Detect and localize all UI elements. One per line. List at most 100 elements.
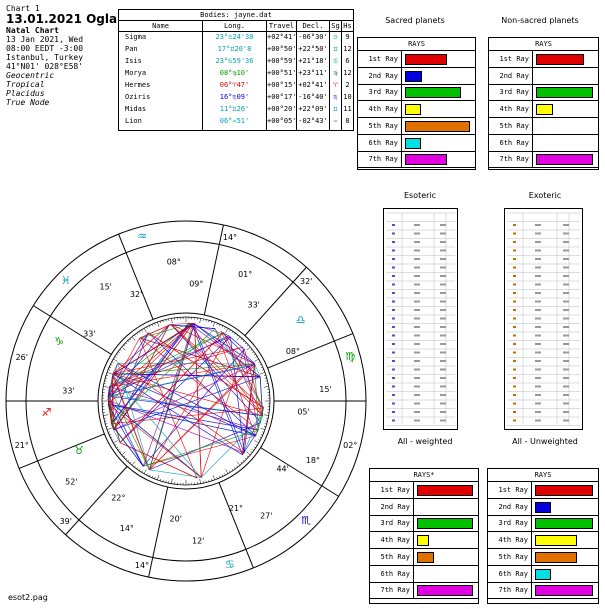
bodies-cell-long: 08°♍10': [219, 69, 250, 77]
cell-mark: [440, 300, 446, 303]
cell-mark: [440, 385, 446, 388]
aspect-line: [119, 336, 231, 443]
rays-panel-nonsacred: RAYS 1st Ray 2nd Ray 3rd Ray 4th Ray 5th Ray 6…: [488, 37, 599, 170]
degree-tick: [117, 351, 120, 354]
wheel-label: ♍: [345, 350, 355, 363]
aspect-line: [113, 322, 190, 431]
cell-mark: [563, 283, 569, 286]
bodies-cell-hs: 8: [345, 117, 350, 125]
wheel-label: ♏: [301, 514, 311, 527]
degree-tick: [212, 475, 215, 481]
degree-tick: [263, 374, 266, 376]
ray-label: 7th Ray: [358, 151, 402, 168]
ray-row: 3rd Ray: [489, 84, 598, 102]
degree-tick: [154, 476, 156, 479]
bodies-cell-sg: ♊: [333, 105, 338, 113]
cell-mark: [535, 317, 541, 320]
cell-mark: [392, 385, 395, 388]
bodies-cell-travel: +00°17': [267, 93, 296, 101]
cell-mark: [414, 411, 420, 413]
aspect-line: [254, 363, 261, 378]
bodies-cell-sg: ♍: [333, 69, 338, 77]
aspect-line: [143, 429, 259, 467]
degree-tick: [240, 338, 243, 341]
caption-sacred: Sacred planets: [385, 16, 445, 25]
bodies-cell-hs: 12: [343, 69, 352, 77]
ray-bar: [535, 501, 551, 513]
degree-tick: [246, 455, 249, 458]
degree-tick: [143, 469, 147, 474]
degree-tick: [146, 473, 148, 476]
house-cusp-line: [148, 486, 169, 578]
degree-tick: [157, 475, 160, 481]
bodies-cell-long: 16°♏09': [219, 93, 250, 101]
cell-mark: [563, 351, 569, 354]
cell-mark: [440, 317, 446, 320]
cell-mark: [535, 360, 541, 362]
degree-tick: [263, 414, 269, 416]
cell-mark: [440, 343, 446, 345]
caption-weighted: All - weighted: [397, 437, 453, 446]
ray-label: 3rd Ray: [489, 84, 533, 101]
aspect-line: [112, 346, 243, 375]
bodies-table-row: Isis 23°♋59'36 +00°59' +21°18' ♋ 6: [119, 56, 353, 66]
aspect-line: [109, 332, 224, 388]
degree-tick: [250, 349, 253, 351]
wheel-label: 05': [297, 407, 309, 416]
cell-mark: [535, 377, 541, 379]
cell-mark: [513, 385, 516, 388]
bodies-cell-sg: ♎: [333, 33, 338, 41]
degree-tick: [231, 331, 234, 334]
degree-tick: [127, 340, 130, 343]
ray-row: 2nd Ray: [358, 67, 475, 85]
degree-tick: [143, 328, 147, 333]
degree-tick: [264, 377, 267, 379]
cell-mark: [440, 351, 446, 354]
cell-mark: [392, 343, 395, 345]
aspect-line: [107, 400, 202, 478]
degree-tick: [171, 478, 173, 484]
caption-exoteric: Exoteric: [528, 191, 562, 200]
degree-tick: [221, 474, 224, 477]
wheel-label: 39': [60, 517, 72, 526]
degree-tick: [211, 478, 213, 481]
bodies-col-divider: [266, 20, 267, 130]
cell-mark: [563, 411, 569, 413]
ray-label: 1st Ray: [358, 51, 402, 67]
ray-row: 2nd Ray: [488, 498, 598, 516]
cell-mark: [440, 249, 446, 252]
ray-row: 3rd Ray: [370, 515, 478, 533]
ray-row: 1st Ray: [488, 482, 598, 499]
degree-tick: [159, 478, 161, 481]
degree-tick: [229, 329, 231, 332]
cell-mark: [414, 419, 420, 422]
cell-mark: [535, 368, 541, 371]
aspect-line: [149, 363, 255, 471]
ray-row: 6th Ray: [489, 134, 598, 152]
ray-row: 7th Ray: [488, 582, 598, 600]
house-cusp-line: [267, 333, 354, 369]
aspect-line: [242, 347, 259, 431]
wheel-label: 21°: [15, 441, 29, 450]
cell-mark: [414, 232, 420, 235]
cell-mark: [392, 309, 395, 311]
cell-mark: [535, 419, 541, 422]
bodies-cell-long: 23°♋59'36: [215, 57, 254, 65]
footer-filename: esot2.pag: [8, 593, 48, 602]
wheel-label: 09°: [189, 279, 203, 288]
ray-row: 2nd Ray: [489, 67, 598, 85]
cell-mark: [392, 368, 395, 371]
esoteric-table: [383, 208, 458, 430]
cell-mark: [392, 411, 395, 413]
bodies-col-divider: [202, 20, 203, 130]
ray-bar: [535, 551, 577, 563]
bodies-cell-travel: +00°51': [267, 69, 296, 77]
degree-tick: [252, 351, 255, 354]
cell-mark: [392, 232, 395, 235]
cell-mark: [392, 326, 395, 328]
cell-mark: [513, 377, 516, 379]
aspect-line: [112, 373, 263, 417]
degree-tick: [121, 346, 126, 351]
degree-tick: [111, 439, 114, 441]
bodies-cell-sg: ♏: [333, 93, 338, 101]
